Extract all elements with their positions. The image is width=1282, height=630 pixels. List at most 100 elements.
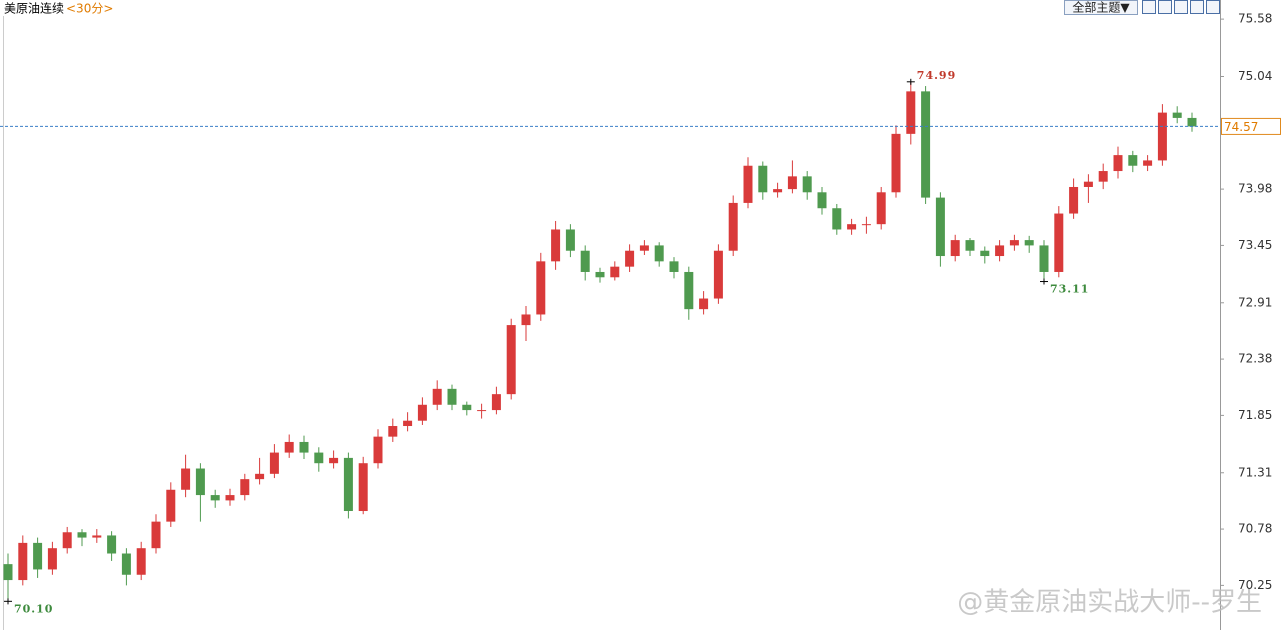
tool-icon[interactable] bbox=[1158, 0, 1172, 14]
candle-body bbox=[166, 489, 176, 522]
candle-body bbox=[447, 388, 457, 405]
period-label: <30分> bbox=[66, 2, 113, 16]
y-tick-label: 71.85 bbox=[1238, 408, 1272, 422]
candle-body bbox=[713, 250, 723, 299]
candle-body bbox=[935, 197, 945, 257]
candle-body bbox=[1054, 213, 1064, 272]
candle-body bbox=[654, 245, 664, 262]
candle-body bbox=[861, 224, 871, 226]
y-tick-label: 72.38 bbox=[1238, 352, 1272, 366]
candle-body bbox=[432, 388, 442, 405]
candle-body bbox=[373, 436, 383, 464]
candle-body bbox=[255, 473, 265, 480]
candle-body bbox=[787, 176, 797, 190]
candle-body bbox=[802, 176, 812, 193]
candle-body bbox=[477, 410, 487, 412]
candle-body bbox=[136, 548, 146, 575]
candle-body bbox=[329, 457, 339, 464]
candle-body bbox=[536, 261, 546, 315]
y-tick-label: 73.45 bbox=[1238, 238, 1272, 252]
theme-button-label[interactable]: 全部主题▼ bbox=[1072, 0, 1130, 15]
candle-body bbox=[1172, 112, 1182, 118]
candle-body bbox=[847, 224, 857, 230]
candle-body bbox=[1039, 245, 1049, 272]
watermark: @黄金原油实战大师--罗生 bbox=[957, 588, 1262, 618]
candle-body bbox=[314, 452, 324, 464]
candle-body bbox=[980, 250, 990, 257]
theme-button[interactable] bbox=[1064, 0, 1138, 15]
candle-body bbox=[506, 325, 516, 395]
candle-body bbox=[625, 250, 635, 267]
candle-body bbox=[92, 535, 102, 538]
candle-body bbox=[240, 479, 250, 496]
candle-body bbox=[388, 426, 398, 437]
candle-body bbox=[1098, 171, 1108, 182]
candle-body bbox=[817, 192, 827, 209]
candle-body bbox=[995, 245, 1005, 257]
candle-body bbox=[1069, 186, 1079, 214]
candle-body bbox=[773, 189, 783, 193]
candle-body bbox=[521, 314, 531, 326]
candle-body bbox=[284, 441, 294, 453]
candle-body bbox=[728, 202, 738, 251]
toolbar-icons bbox=[1142, 0, 1220, 14]
candle-body bbox=[699, 298, 709, 310]
candle-body bbox=[491, 394, 501, 411]
candle-body bbox=[358, 463, 368, 512]
candle-body bbox=[47, 548, 57, 570]
y-tick-label: 73.98 bbox=[1238, 182, 1272, 196]
y-tick-label: 71.31 bbox=[1238, 465, 1272, 479]
y-tick-label: 70.78 bbox=[1238, 522, 1272, 536]
candle-body bbox=[906, 91, 916, 134]
candle-body bbox=[565, 229, 575, 251]
candle-body bbox=[891, 133, 901, 193]
tool-icon[interactable] bbox=[1142, 0, 1156, 14]
tool-icon[interactable] bbox=[1190, 0, 1204, 14]
candle-body bbox=[1083, 181, 1093, 187]
candle-body bbox=[462, 404, 472, 411]
candle-body bbox=[1157, 112, 1167, 161]
candle-body bbox=[595, 271, 605, 278]
candle-body bbox=[551, 229, 561, 262]
candle-body bbox=[832, 208, 842, 230]
candle-body bbox=[1009, 240, 1019, 246]
candle-body bbox=[1113, 155, 1123, 172]
candle-body bbox=[195, 468, 205, 496]
y-tick-label: 75.58 bbox=[1238, 12, 1272, 26]
candle-body bbox=[950, 240, 960, 257]
chart-title: 美原油连续 bbox=[4, 1, 64, 16]
candle-body bbox=[1143, 160, 1153, 166]
y-tick-label: 72.91 bbox=[1238, 295, 1272, 309]
tool-icon[interactable] bbox=[1174, 0, 1188, 14]
last-price-box bbox=[1221, 117, 1281, 135]
candle-body bbox=[669, 261, 679, 272]
candle-body bbox=[639, 245, 649, 251]
last-price-label: 74.57 bbox=[1224, 120, 1258, 134]
candle-body bbox=[77, 532, 87, 538]
candle-body bbox=[181, 468, 191, 490]
candle-body bbox=[210, 495, 220, 501]
candle-body bbox=[876, 192, 886, 225]
y-tick-label: 75.04 bbox=[1238, 69, 1272, 83]
extreme-label: 73.11 bbox=[1050, 283, 1089, 296]
tool-icon[interactable] bbox=[1206, 0, 1220, 14]
candle-body bbox=[299, 441, 309, 453]
candle-body bbox=[121, 553, 131, 575]
candle-body bbox=[403, 420, 413, 427]
candle-body bbox=[743, 165, 753, 203]
candle-body bbox=[1024, 240, 1034, 246]
candle-body bbox=[684, 271, 694, 310]
candle-body bbox=[62, 532, 72, 549]
candle-body bbox=[758, 165, 768, 193]
candle-body bbox=[580, 250, 590, 272]
candle-body bbox=[3, 564, 13, 581]
extreme-label: 74.99 bbox=[917, 69, 956, 82]
candle-body bbox=[921, 91, 931, 198]
extreme-label: 70.10 bbox=[14, 602, 53, 615]
candle-body bbox=[151, 521, 161, 549]
candle-body bbox=[417, 404, 427, 421]
candle-body bbox=[610, 266, 620, 278]
candle-body bbox=[1187, 117, 1197, 127]
candle-body bbox=[343, 457, 353, 512]
